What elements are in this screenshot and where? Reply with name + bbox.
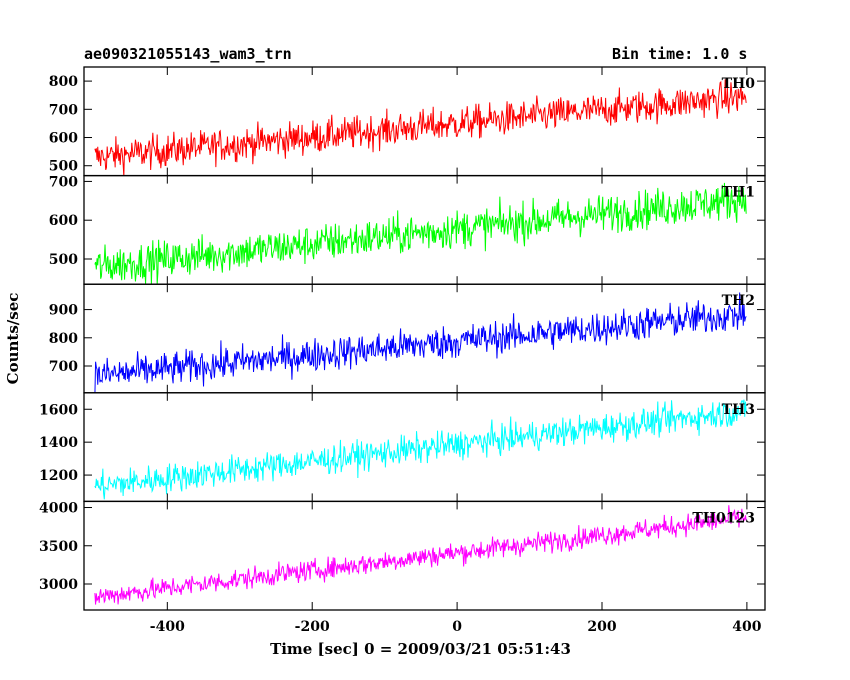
y-tick-label: 4000	[39, 501, 78, 517]
panel-label-th0: TH0	[722, 76, 756, 92]
y-tick-label: 3500	[39, 539, 78, 555]
y-tick-label: 600	[49, 213, 78, 229]
series-th2	[94, 292, 747, 393]
panel-frame-th2	[83, 283, 766, 394]
series-th1	[94, 182, 747, 285]
y-tick-label: 900	[49, 303, 78, 319]
y-tick-label: 1400	[39, 435, 78, 451]
panel-frame-th0123	[83, 500, 766, 611]
x-tick-label: -400	[150, 619, 185, 635]
panel-label-th2: TH2	[722, 293, 755, 309]
panel-label-th0123: TH0123	[692, 510, 755, 526]
x-tick-label: 400	[732, 619, 761, 635]
y-tick-label: 500	[49, 252, 78, 268]
chart-title: ae090321055143_wam3_trn	[84, 45, 292, 63]
y-tick-label: 500	[49, 159, 78, 175]
y-tick-label: 700	[49, 174, 78, 190]
x-tick-label: -200	[295, 619, 330, 635]
x-tick-label: 200	[587, 619, 616, 635]
y-tick-label: 600	[49, 131, 78, 147]
y-tick-label: 1200	[39, 468, 78, 484]
series-th0	[94, 79, 747, 176]
series-th3	[94, 399, 747, 500]
y-tick-label: 800	[49, 74, 78, 90]
y-tick-label: 800	[49, 331, 78, 347]
series-th0123	[94, 505, 747, 605]
y-tick-label: 700	[49, 359, 78, 375]
panel-label-th1: TH1	[722, 185, 755, 201]
y-tick-label: 1600	[39, 402, 78, 418]
panel-label-th3: TH3	[722, 402, 755, 418]
x-tick-label: 0	[452, 619, 462, 635]
x-axis-label: Time [sec] 0 = 2009/03/21 05:51:43	[270, 640, 571, 658]
y-tick-label: 3000	[39, 577, 78, 593]
bin-time-label: Bin time: 1.0 s	[612, 45, 748, 63]
panel-frame-th0	[83, 66, 766, 177]
y-tick-label: 700	[49, 102, 78, 118]
y-axis-label: Counts/sec	[4, 293, 22, 385]
